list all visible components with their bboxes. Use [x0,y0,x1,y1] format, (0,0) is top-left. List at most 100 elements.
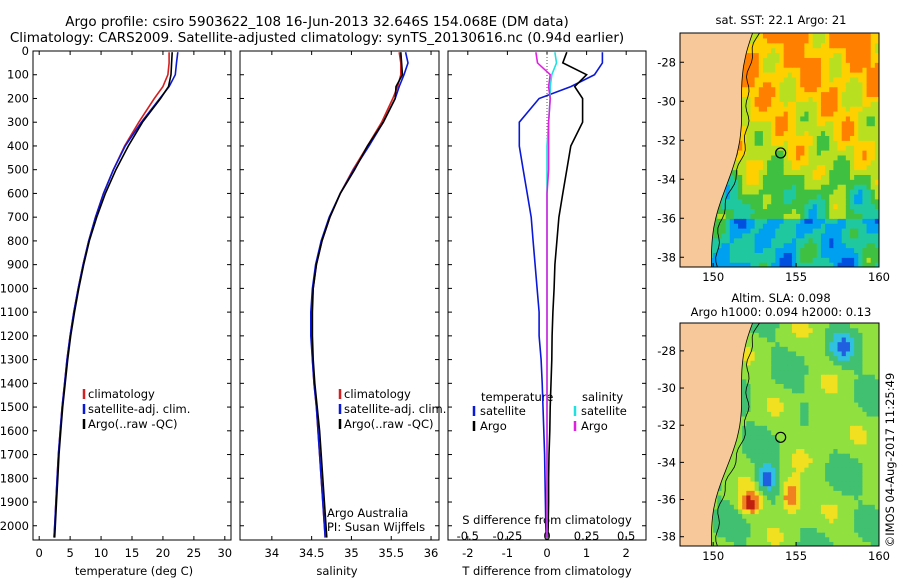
map-cell [800,193,805,200]
map-cell [808,420,814,426]
map-cell [775,350,781,357]
map-cell [816,223,822,229]
map-cell [808,184,814,190]
map-cell [771,145,776,151]
map-cell [812,360,818,366]
map-cell [874,72,879,78]
map-cell [742,378,747,384]
map-cell [758,52,764,58]
map-cell [829,193,834,200]
map-cell [775,397,781,403]
map-cell [750,47,756,54]
map-cell [758,490,764,496]
map-cell [820,247,826,253]
map-cell [845,111,851,117]
map-cell [762,513,768,519]
map-cell [754,508,760,515]
map-cell [779,33,785,39]
map-cell [837,374,843,380]
map-cell [742,208,747,214]
map-cell [854,411,859,417]
map-cell [800,96,805,102]
map-cell [837,453,843,459]
map-cell [825,37,830,44]
map-cell [783,494,789,501]
map-cell [771,346,776,352]
map-cell [858,52,864,58]
map-cell [779,420,785,426]
map-cell [762,485,768,491]
map-cell [845,247,851,253]
map-cell [804,369,810,375]
map-cell [800,364,805,371]
map-cell [742,350,747,357]
map-cell [787,425,793,431]
map-cell [825,439,830,445]
map-cell [804,52,810,58]
map-cell [746,125,752,132]
map-cell [762,145,768,151]
map-cell [837,467,843,473]
x-tick-label: -2 [462,546,473,560]
map-cell [754,174,760,180]
map-cell [796,62,801,68]
map-cell [783,257,789,263]
map-cell [825,179,830,185]
map-cell [833,411,839,417]
map-cell [841,374,847,380]
map-cell [837,439,843,445]
map-cell [767,140,772,146]
map-cell [808,169,814,175]
map-cell [849,81,855,88]
map-cell [742,203,747,210]
map-cell [762,346,768,352]
map-cell [845,37,851,44]
map-cell [829,439,834,445]
top-scale-label: 0.25 [574,529,600,543]
map-cell [800,360,805,366]
map-cell [742,532,747,538]
map-cell [758,480,764,487]
map-cell [717,228,723,234]
map-cell [837,448,843,454]
map-cell [758,164,764,171]
map-cell [800,169,805,175]
map-cell [837,480,843,487]
map-cell [862,364,868,371]
map-cell [779,208,785,214]
map-cell [758,485,764,491]
map-cell [854,189,859,195]
map-cell [767,81,772,88]
map-cell [866,462,872,468]
map-cell [717,541,723,546]
map-cell [858,218,864,224]
map-cell [796,332,801,338]
map-cell [758,457,764,463]
map-cell [742,360,747,366]
map-cell [713,228,718,234]
map-cell [767,411,772,417]
map-cell [825,364,830,371]
map-cell [791,415,797,422]
map-cell [775,448,781,454]
map-cell [858,37,864,44]
map-cell [779,52,785,58]
map-cell [796,401,801,408]
map-cell [845,237,851,244]
map-cell [729,184,735,190]
map-cell [866,336,872,343]
map-cell [762,262,768,267]
map-cell [758,150,764,156]
map-cell [833,504,839,510]
map-cell [833,397,839,403]
map-cell [746,247,752,253]
map-y-tick-label: -34 [657,172,676,186]
map-cell [750,218,756,224]
map-cell [783,476,789,482]
map-cell [870,434,876,440]
map-cell [733,462,739,468]
map-cell [866,81,872,88]
map-cell [800,120,805,127]
map-cell [791,101,797,107]
map-cell [796,150,801,156]
